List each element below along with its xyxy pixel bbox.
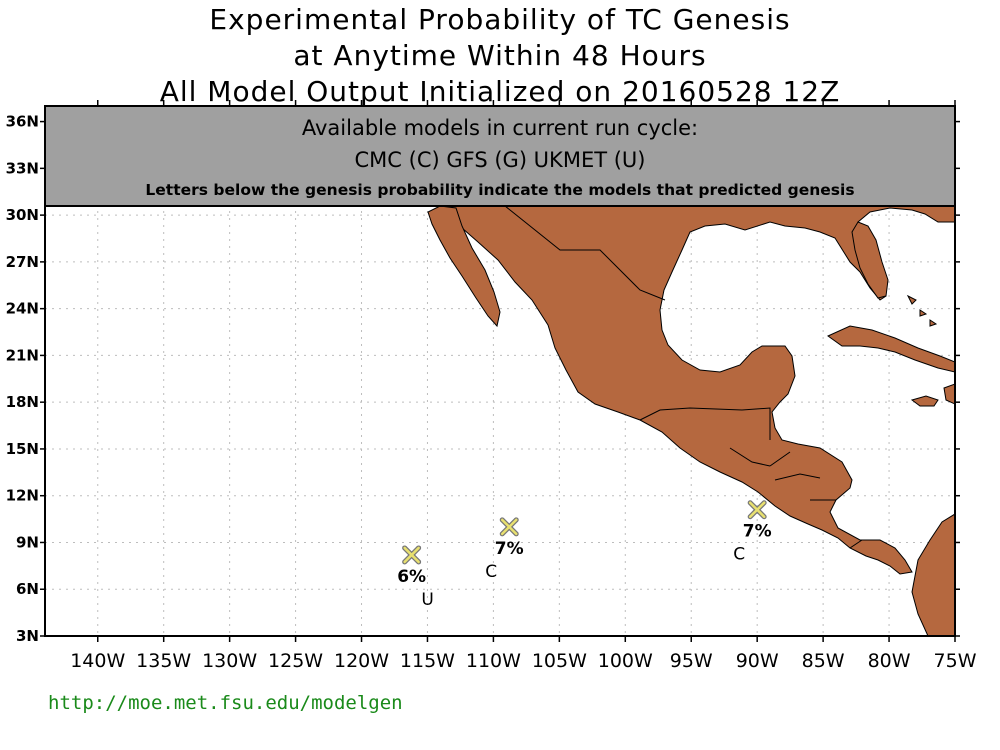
title-line-1: Experimental Probability of TC Genesis (209, 3, 791, 36)
genesis-marker (748, 501, 766, 518)
genesis-point: 6% U (397, 545, 434, 610)
land-florida (851, 221, 889, 299)
genesis-point: 7% C (485, 517, 524, 582)
latitude-labels: 36N 33N 30N 27N 24N 21N 18N 15N 12N 9N 6N 3N (6, 113, 39, 645)
lon-label: 140W (70, 650, 125, 672)
footer-url[interactable]: http://moe.met.fsu.edu/modelgen (48, 692, 403, 714)
land-jamaica (910, 395, 939, 407)
genesis-probability: 6% (397, 567, 426, 587)
genesis-markers: 6% U 7% C 7% C (397, 500, 772, 610)
lat-label: 30N (6, 206, 39, 224)
lon-label: 135W (136, 650, 191, 672)
genesis-point: 7% C (733, 500, 772, 565)
genesis-models: C (733, 545, 745, 565)
land-south-america (911, 513, 955, 636)
lon-label: 110W (466, 650, 521, 672)
lon-label: 80W (868, 650, 911, 672)
banner-line-2: CMC (C) GFS (G) UKMET (U) (355, 148, 646, 172)
land-masses (427, 205, 955, 636)
lat-label: 15N (6, 440, 39, 458)
lon-label: 100W (598, 650, 653, 672)
lon-label: 85W (802, 650, 845, 672)
lat-label: 18N (6, 393, 39, 411)
lat-label: 12N (6, 487, 39, 505)
axis-ticks (40, 100, 960, 642)
lat-label: 27N (6, 253, 39, 271)
lat-label: 6N (16, 580, 39, 598)
land-mexico-us (438, 205, 955, 575)
model-banner (44, 105, 956, 207)
lon-label: 125W (268, 650, 323, 672)
lat-label: 3N (16, 627, 39, 645)
genesis-marker (500, 518, 518, 536)
genesis-models: C (485, 562, 497, 582)
title-line-2: at Anytime Within 48 Hours (293, 39, 707, 72)
banner-line-3: Letters below the genesis probability in… (145, 181, 854, 199)
lat-label: 36N (6, 113, 39, 131)
lon-label: 95W (670, 650, 713, 672)
land-hispaniola (943, 383, 955, 405)
lon-label: 120W (334, 650, 389, 672)
longitude-labels: 140W 135W 130W 125W 120W 115W 110W 105W 100W 95W 9… (70, 650, 976, 672)
lon-label: 105W (532, 650, 587, 672)
lon-label: 130W (202, 650, 257, 672)
land-baja (427, 205, 501, 328)
genesis-marker (403, 546, 420, 564)
lon-label: 90W (736, 650, 779, 672)
banner-line-1: Available models in current run cycle: (302, 116, 698, 140)
land-bahamas (906, 294, 938, 327)
genesis-probability: 7% (743, 522, 772, 542)
genesis-models: U (421, 590, 433, 610)
title-line-3: All Model Output Initialized on 20160528… (159, 75, 841, 108)
border-lines (504, 205, 863, 549)
lat-label: 33N (6, 159, 39, 177)
lat-label: 21N (6, 346, 39, 364)
land-cuba (827, 325, 955, 373)
lat-label: 24N (6, 300, 39, 318)
lon-label: 75W (934, 650, 977, 672)
genesis-probability: 7% (495, 539, 524, 559)
lon-label: 115W (400, 650, 455, 672)
lat-label: 9N (16, 533, 39, 551)
